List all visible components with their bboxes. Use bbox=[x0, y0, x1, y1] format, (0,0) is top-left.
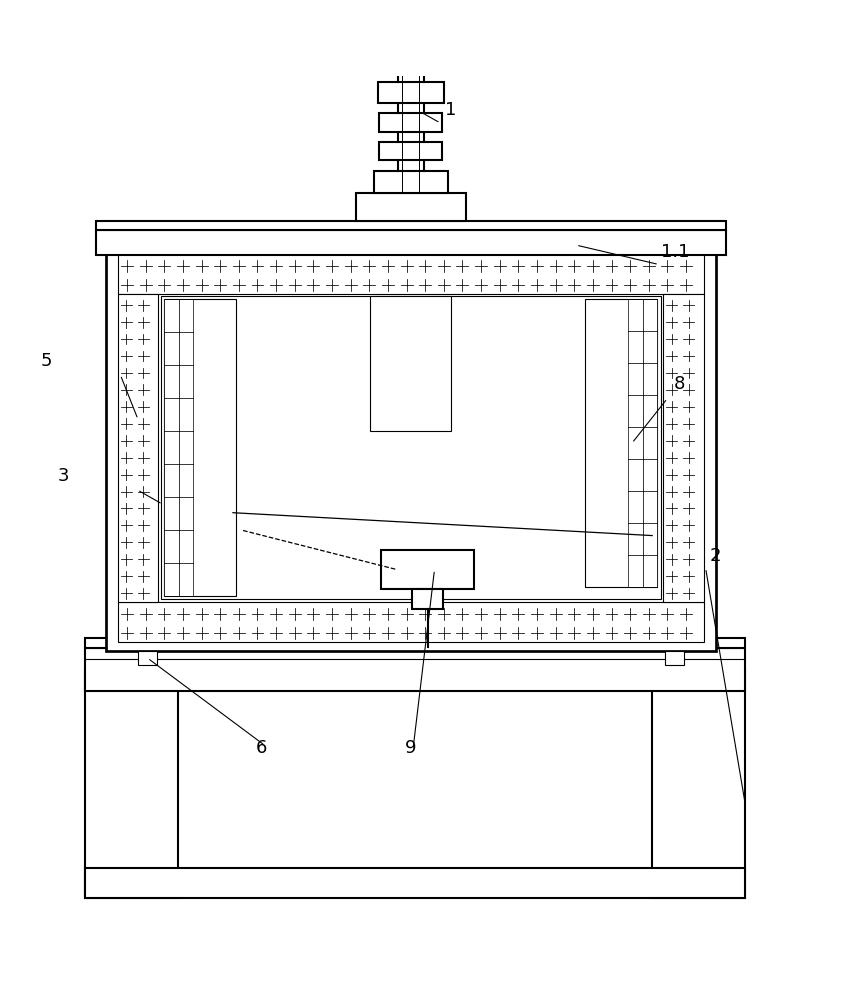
Bar bbox=[381, 550, 474, 589]
Bar bbox=[118, 254, 704, 294]
Bar bbox=[628, 299, 657, 587]
Bar bbox=[138, 651, 157, 665]
Bar bbox=[96, 221, 726, 230]
Bar bbox=[412, 589, 443, 609]
Text: 9: 9 bbox=[405, 739, 417, 757]
Text: 5: 5 bbox=[41, 352, 53, 370]
Text: 8: 8 bbox=[673, 375, 684, 393]
Bar bbox=[118, 294, 158, 602]
Bar bbox=[652, 669, 745, 898]
Bar bbox=[161, 296, 661, 599]
Bar bbox=[585, 299, 657, 587]
Bar bbox=[378, 82, 444, 103]
Bar bbox=[663, 294, 704, 602]
Bar bbox=[356, 193, 466, 221]
Text: 3: 3 bbox=[58, 467, 69, 485]
Text: 6: 6 bbox=[256, 739, 267, 757]
Text: 1.1: 1.1 bbox=[661, 243, 689, 261]
Bar bbox=[85, 648, 745, 691]
Bar bbox=[164, 299, 236, 596]
Bar bbox=[85, 669, 178, 898]
Bar bbox=[379, 142, 442, 160]
Bar bbox=[374, 171, 448, 193]
Bar bbox=[381, 54, 440, 72]
Bar bbox=[106, 250, 716, 651]
Bar bbox=[85, 868, 745, 898]
Bar bbox=[665, 651, 684, 665]
Bar bbox=[85, 638, 745, 648]
Text: 2: 2 bbox=[710, 547, 722, 565]
Bar bbox=[96, 230, 726, 255]
Bar bbox=[118, 602, 704, 642]
Bar bbox=[370, 296, 451, 431]
Bar bbox=[164, 299, 193, 596]
Bar bbox=[379, 113, 442, 132]
Text: 1: 1 bbox=[445, 101, 456, 119]
